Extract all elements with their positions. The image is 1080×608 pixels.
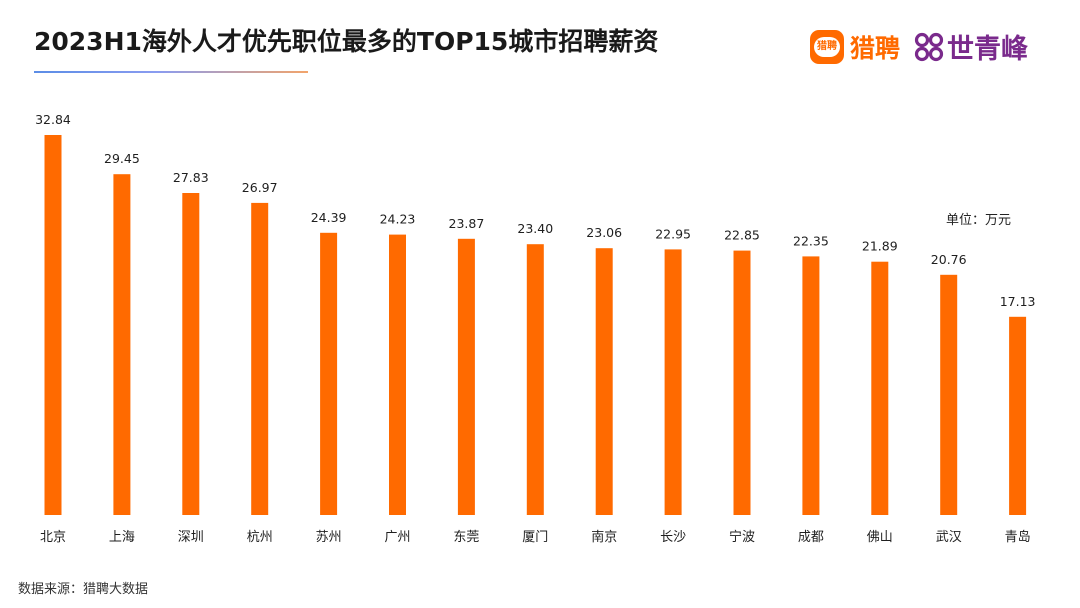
category-label-成都: 成都	[798, 530, 824, 545]
category-label-长沙: 长沙	[660, 530, 686, 545]
category-label-广州: 广州	[384, 530, 410, 545]
bar-宁波	[733, 250, 751, 515]
value-label-南京: 23.06	[586, 225, 622, 240]
value-label-佛山: 21.89	[862, 239, 898, 254]
page-title: 2023H1海外人才优先职位最多的TOP15城市招聘薪资	[34, 27, 659, 56]
category-label-南京: 南京	[591, 529, 617, 545]
value-label-深圳: 27.83	[173, 170, 209, 185]
category-label-深圳: 深圳	[178, 530, 204, 545]
value-label-青岛: 17.13	[1000, 294, 1036, 309]
title-underline	[34, 71, 308, 73]
category-label-东莞: 东莞	[453, 530, 479, 545]
value-label-武汉: 20.76	[931, 252, 967, 267]
bar-北京	[44, 135, 62, 515]
unit-label: 单位：万元	[946, 213, 1012, 228]
category-label-北京: 北京	[40, 530, 66, 545]
liepin-badge-text: 猎聘	[814, 36, 840, 57]
liepin-brand-name: 猎聘	[850, 33, 901, 63]
category-label-青岛: 青岛	[1005, 529, 1031, 545]
category-label-杭州: 杭州	[247, 530, 273, 545]
value-label-杭州: 26.97	[242, 180, 278, 195]
liepin-logo-icon: 猎聘	[810, 29, 844, 64]
bar-厦门	[526, 244, 544, 515]
bar-成都	[802, 256, 820, 515]
value-label-上海: 29.45	[104, 151, 140, 166]
value-label-广州: 24.23	[380, 212, 416, 227]
value-label-北京: 32.84	[35, 112, 71, 127]
source-note: 数据来源：猎聘大数据	[18, 582, 149, 597]
bar-上海	[113, 174, 131, 515]
bar-东莞	[457, 238, 475, 516]
bar-佛山	[871, 261, 889, 515]
bar-南京	[595, 248, 613, 515]
category-label-厦门: 厦门	[522, 530, 548, 545]
value-label-宁波: 22.85	[724, 228, 760, 243]
value-label-成都: 22.35	[793, 233, 829, 248]
sqf-brand-name: 世青峰	[947, 34, 1029, 65]
value-label-苏州: 24.39	[311, 210, 347, 225]
bar-广州	[389, 234, 406, 515]
category-label-宁波: 宁波	[729, 529, 755, 545]
value-label-厦门: 23.40	[517, 221, 553, 236]
bar-苏州	[320, 232, 338, 516]
category-label-武汉: 武汉	[936, 530, 962, 545]
category-label-佛山: 佛山	[867, 530, 893, 545]
value-label-长沙: 22.95	[655, 226, 691, 241]
bar-杭州	[251, 202, 269, 515]
bar-长沙	[664, 249, 682, 515]
value-label-东莞: 23.87	[449, 216, 485, 231]
bar-青岛	[1009, 316, 1027, 515]
category-label-苏州: 苏州	[316, 529, 342, 545]
brand-logos: 猎聘 猎聘 世青峰	[810, 27, 1028, 66]
bar-武汉	[940, 274, 958, 515]
bar-深圳	[182, 193, 200, 515]
category-label-上海: 上海	[109, 530, 135, 545]
sqf-logo-icon	[914, 32, 944, 61]
